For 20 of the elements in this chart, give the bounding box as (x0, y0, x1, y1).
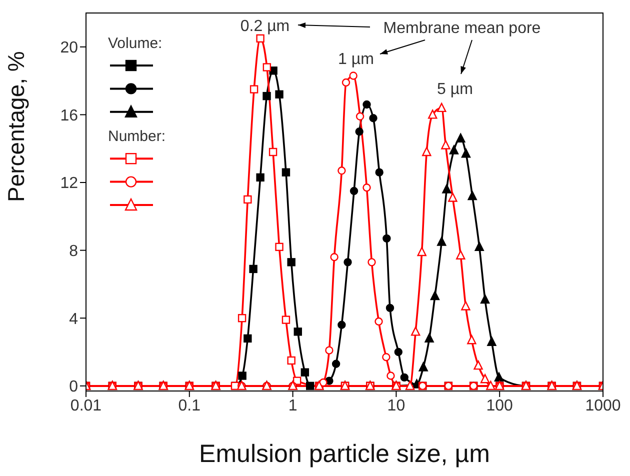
y-axis-title: Percentage, % (3, 51, 30, 202)
annotation: Number: (108, 128, 166, 146)
x-tick-label: 0.1 (178, 397, 201, 414)
annotation: 5 µm (437, 81, 473, 98)
y-tick-label: 12 (60, 175, 78, 192)
annotation: 0.2 µm (240, 18, 290, 35)
y-tick-label: 4 (69, 310, 78, 328)
y-tick-label: 16 (60, 107, 78, 124)
x-tick-label: 1 (288, 397, 298, 414)
x-tick-label: 10 (387, 397, 406, 414)
x-tick-label: 0.01 (70, 397, 102, 414)
annotation: Volume: (108, 35, 162, 52)
annotation: Membrane mean pore (383, 20, 541, 37)
x-tick-label: 100 (486, 397, 514, 414)
y-tick-label: 0 (69, 378, 78, 396)
x-tick-label: 1000 (585, 397, 621, 414)
x-axis-title: Emulsion particle size, µm (199, 440, 490, 468)
y-tick-label: 20 (60, 40, 78, 57)
annotation: 1 µm (338, 51, 374, 68)
y-tick-label: 8 (69, 242, 78, 260)
